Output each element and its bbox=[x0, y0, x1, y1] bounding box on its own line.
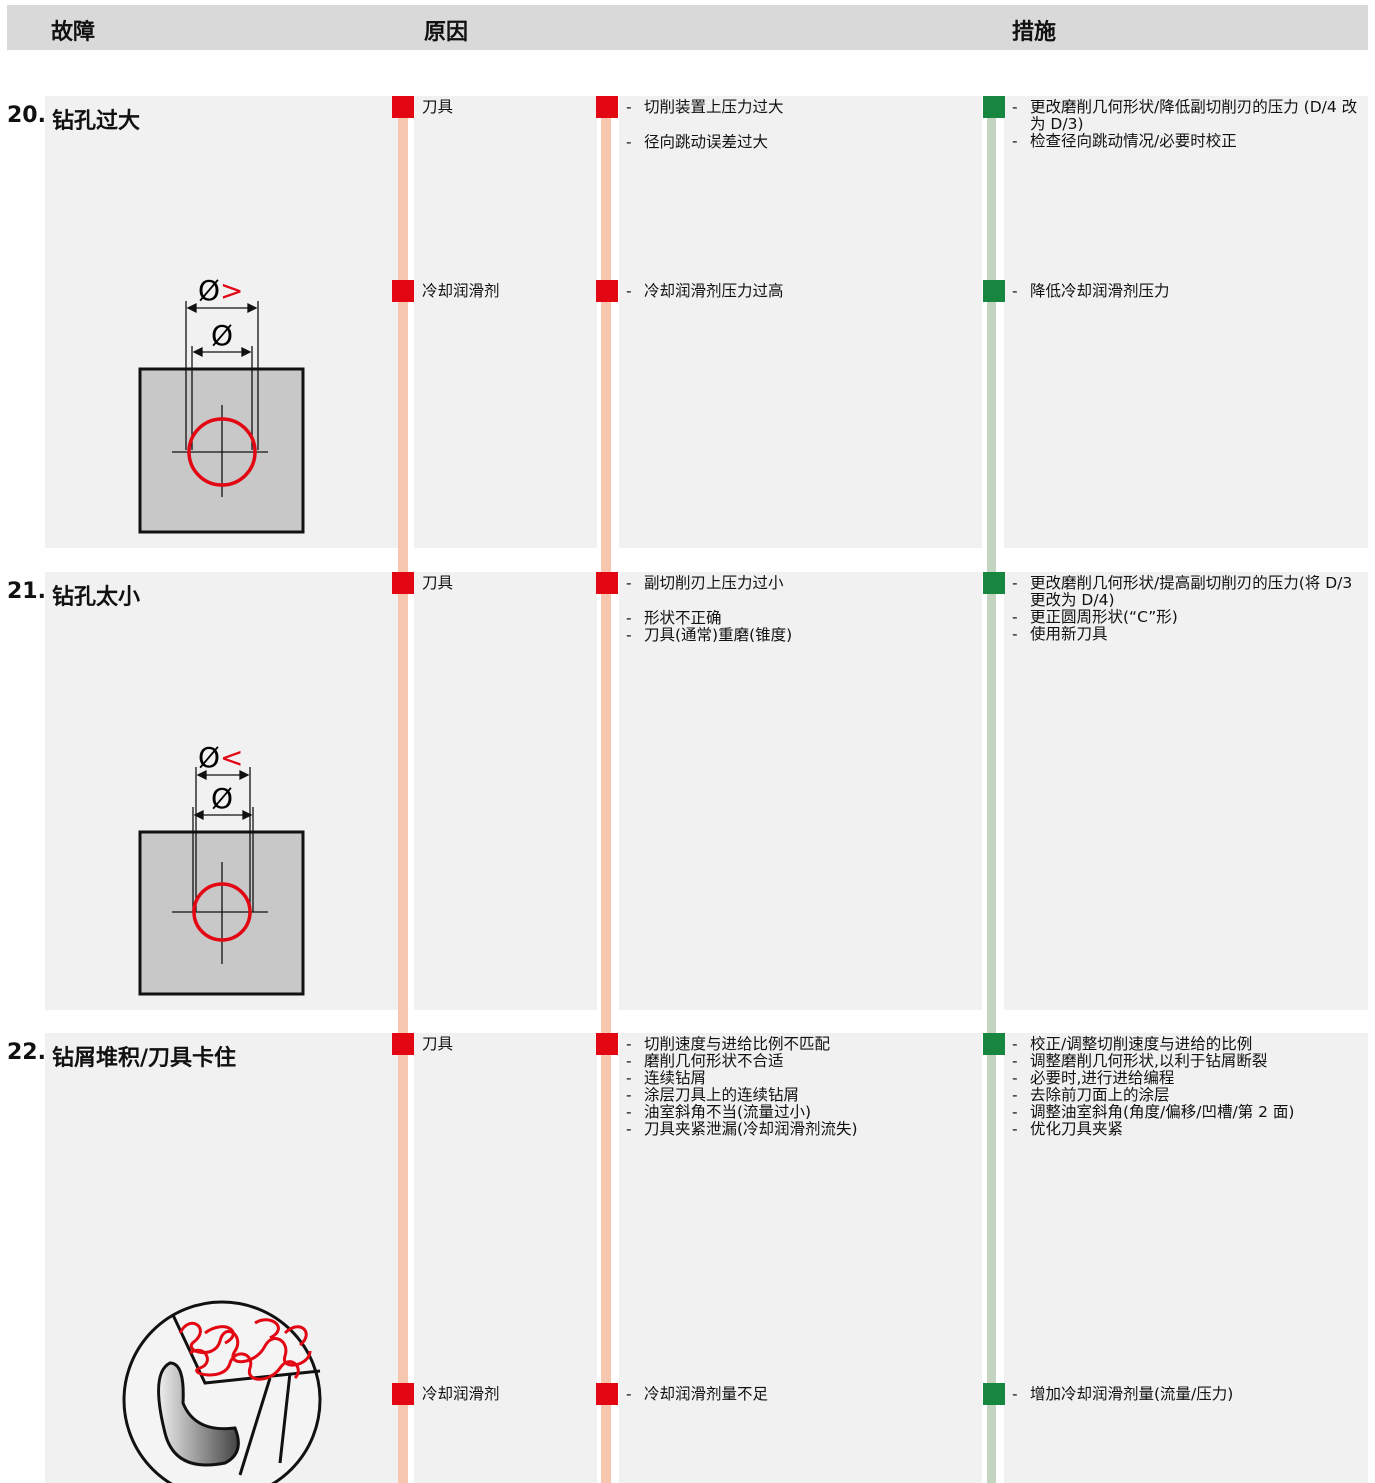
diameter-symbol: Ø bbox=[211, 782, 233, 815]
diameter-sign: < bbox=[220, 741, 243, 774]
cause-marker bbox=[392, 572, 414, 594]
measure-item: 调整油室斜角(角度/偏移/凹槽/第 2 面) bbox=[1012, 1104, 1364, 1122]
cause-item: 切削装置上压力过大 bbox=[626, 99, 976, 117]
cause-category: 刀具 bbox=[422, 1035, 454, 1053]
measure-list: 降低冷却润滑剂压力 bbox=[1012, 283, 1364, 301]
fault-title: 钻孔过大 bbox=[52, 109, 141, 134]
measure-item: 校正/调整切削速度与进给的比例 bbox=[1012, 1036, 1364, 1054]
diameter-sign: > bbox=[220, 274, 243, 307]
measure-item: 增加冷却润滑剂量(流量/压力) bbox=[1012, 1386, 1364, 1404]
header-bar bbox=[7, 5, 1368, 50]
measure-item: 更改磨削几何形状/提高副切削刃的压力(将 D/3 更改为 D/4) bbox=[1012, 575, 1364, 609]
diagram-chips bbox=[122, 1300, 322, 1483]
cause-category: 冷却润滑剂 bbox=[422, 1385, 500, 1403]
diagram-label: Ø< bbox=[198, 741, 244, 774]
fault-number: 22. bbox=[7, 1040, 46, 1065]
cause-marker bbox=[392, 1383, 414, 1405]
measure-item: 使用新刀具 bbox=[1012, 626, 1364, 644]
diagram-label: Ø> bbox=[198, 274, 244, 307]
cause-stripe bbox=[601, 96, 611, 1483]
cause-list: 切削速度与进给比例不匹配磨削几何形状不合适连续钻屑涂层刀具上的连续钻屑油室斜角不… bbox=[626, 1036, 976, 1139]
measure-list: 更改磨削几何形状/提高副切削刃的压力(将 D/3 更改为 D/4)更正圆周形状(… bbox=[1012, 575, 1364, 644]
header-measure: 措施 bbox=[1012, 20, 1057, 45]
cause-list: 冷却润滑剂压力过高 bbox=[626, 283, 976, 301]
cause-item: 副切削刃上压力过小 bbox=[626, 575, 976, 593]
measure-marker bbox=[983, 1383, 1005, 1405]
header-cause: 原因 bbox=[424, 20, 469, 45]
cause-item: 切削速度与进给比例不匹配 bbox=[626, 1036, 976, 1054]
measure-item: 检查径向跳动情况/必要时校正 bbox=[1012, 133, 1364, 151]
cause-item: 形状不正确 bbox=[626, 610, 976, 628]
cause-panel bbox=[619, 572, 982, 1010]
cause-list: 副切削刃上压力过小形状不正确刀具(通常)重磨(锥度) bbox=[626, 575, 976, 645]
fault-title: 钻孔太小 bbox=[52, 585, 141, 610]
cause-item: 涂层刀具上的连续钻屑 bbox=[626, 1087, 976, 1105]
cause-marker bbox=[596, 1383, 618, 1405]
measure-marker bbox=[983, 280, 1005, 302]
cause-item: 刀具夹紧泄漏(冷却润滑剂流失) bbox=[626, 1121, 976, 1139]
cause-item: 刀具(通常)重磨(锥度) bbox=[626, 627, 976, 645]
cause-category: 刀具 bbox=[422, 98, 454, 116]
measure-stripe bbox=[987, 96, 996, 1483]
cause-list: 冷却润滑剂量不足 bbox=[626, 1386, 976, 1404]
cause-marker bbox=[596, 572, 618, 594]
cause-marker bbox=[392, 280, 414, 302]
cause-marker bbox=[392, 96, 414, 118]
cause-item: 冷却润滑剂量不足 bbox=[626, 1386, 976, 1404]
cause-item: 径向跳动误差过大 bbox=[626, 134, 976, 152]
cause-marker bbox=[596, 96, 618, 118]
cause-category: 冷却润滑剂 bbox=[422, 282, 500, 300]
measure-panel bbox=[1004, 572, 1368, 1010]
cause-item: 磨削几何形状不合适 bbox=[626, 1053, 976, 1071]
cause-category: 刀具 bbox=[422, 574, 454, 592]
cause-panel bbox=[619, 96, 982, 548]
measure-marker bbox=[983, 1033, 1005, 1055]
measure-item: 优化刀具夹紧 bbox=[1012, 1121, 1364, 1139]
category-panel bbox=[414, 1033, 597, 1483]
cause-marker bbox=[596, 1033, 618, 1055]
category-panel bbox=[414, 572, 597, 1010]
cause-list: 切削装置上压力过大径向跳动误差过大 bbox=[626, 99, 976, 152]
cause-item: 油室斜角不当(流量过小) bbox=[626, 1104, 976, 1122]
measure-item: 去除前刀面上的涂层 bbox=[1012, 1087, 1364, 1105]
diameter-symbol: Ø bbox=[211, 319, 233, 352]
measure-list: 更改磨削几何形状/降低副切削刃的压力 (D/4 改为 D/3)检查径向跳动情况/… bbox=[1012, 99, 1364, 151]
measure-marker bbox=[983, 572, 1005, 594]
cause-marker bbox=[596, 280, 618, 302]
diameter-symbol: Ø bbox=[198, 741, 220, 774]
diagram-undersize: Ø< Ø bbox=[138, 741, 305, 996]
header-fault: 故障 bbox=[51, 20, 96, 45]
measure-marker bbox=[983, 96, 1005, 118]
measure-item: 更正圆周形状(“C”形) bbox=[1012, 609, 1364, 627]
fault-title: 钻屑堆积/刀具卡住 bbox=[52, 1046, 237, 1071]
measure-item: 降低冷却润滑剂压力 bbox=[1012, 283, 1364, 301]
cause-marker bbox=[392, 1033, 414, 1055]
measure-list: 校正/调整切削速度与进给的比例调整磨削几何形状,以利于钻屑断裂必要时,进行进给编… bbox=[1012, 1036, 1364, 1139]
cause-item: 冷却润滑剂压力过高 bbox=[626, 283, 976, 301]
measure-item: 调整磨削几何形状,以利于钻屑断裂 bbox=[1012, 1053, 1364, 1071]
fault-number: 20. bbox=[7, 103, 46, 128]
measure-item: 必要时,进行进给编程 bbox=[1012, 1070, 1364, 1088]
cause-item: 连续钻屑 bbox=[626, 1070, 976, 1088]
measure-panel bbox=[1004, 96, 1368, 548]
category-panel bbox=[414, 96, 597, 548]
fault-number: 21. bbox=[7, 579, 46, 604]
cause-stripe bbox=[398, 96, 408, 1483]
measure-item: 更改磨削几何形状/降低副切削刃的压力 (D/4 改为 D/3) bbox=[1012, 99, 1364, 133]
diagram-oversize: Ø> Ø bbox=[138, 274, 305, 534]
measure-list: 增加冷却润滑剂量(流量/压力) bbox=[1012, 1386, 1364, 1404]
diameter-symbol: Ø bbox=[198, 274, 220, 307]
